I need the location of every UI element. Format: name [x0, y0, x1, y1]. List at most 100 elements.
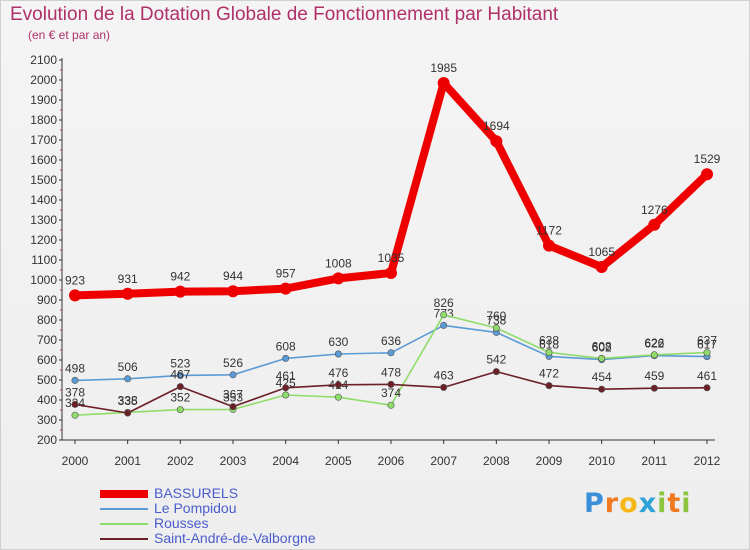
proxiti-logo: Proxiti	[584, 488, 692, 519]
logo-letter: t	[667, 488, 682, 519]
data-point	[282, 391, 290, 399]
legend-label: BASSURELS	[154, 485, 239, 501]
data-point	[440, 383, 448, 391]
data-point	[598, 354, 606, 362]
data-point	[703, 384, 711, 392]
x-tick-label: 2000	[62, 454, 89, 468]
data-label: 506	[118, 360, 138, 374]
data-point	[334, 381, 342, 389]
chart-subtitle: (en € et par an)	[28, 28, 111, 42]
x-tick-label: 2002	[167, 454, 194, 468]
data-label: 944	[223, 269, 243, 283]
data-label: 738	[486, 313, 506, 327]
data-point	[71, 376, 79, 384]
data-point	[332, 272, 345, 285]
data-point	[385, 267, 397, 279]
y-tick-label: 1300	[30, 213, 57, 227]
data-point	[71, 411, 79, 419]
data-point	[282, 384, 290, 392]
logo-letter: P	[584, 488, 605, 519]
x-tick-label: 2010	[588, 454, 615, 468]
logo-letter: r	[604, 488, 620, 519]
data-point	[334, 350, 342, 358]
data-label: 618	[539, 337, 559, 351]
data-label: 608	[276, 339, 296, 353]
data-label: 523	[170, 356, 190, 370]
data-label: 923	[65, 273, 85, 287]
data-label: 367	[223, 388, 243, 402]
data-label: 338	[118, 393, 138, 407]
data-label: 1985	[430, 61, 457, 75]
data-label: 931	[118, 272, 138, 286]
data-point	[387, 380, 395, 388]
x-tick-label: 2006	[378, 454, 405, 468]
data-label: 478	[381, 365, 401, 379]
data-point	[279, 282, 292, 295]
data-label: 1065	[588, 245, 615, 259]
y-tick-label: 700	[37, 333, 57, 347]
data-point	[334, 393, 342, 401]
data-label: 461	[276, 369, 296, 383]
data-point	[650, 384, 658, 392]
data-label: 636	[381, 334, 401, 348]
data-point	[440, 311, 448, 319]
y-tick-label: 1100	[31, 253, 57, 267]
y-tick-label: 2000	[30, 73, 57, 87]
legend-swatch	[100, 508, 148, 510]
data-label: 957	[276, 267, 296, 281]
data-point	[176, 406, 184, 414]
data-label: 425	[276, 376, 296, 390]
data-point	[282, 354, 290, 362]
logo-letter: i	[681, 488, 692, 519]
y-tick-label: 2100	[30, 53, 57, 67]
data-label: 622	[644, 337, 664, 351]
data-label: 602	[592, 341, 612, 355]
y-tick-label: 1400	[30, 193, 57, 207]
logo-letter: x	[638, 488, 658, 519]
data-label: 1529	[694, 152, 721, 166]
data-point	[490, 135, 503, 148]
data-label: 608	[592, 339, 612, 353]
data-label: 476	[328, 366, 348, 380]
data-label: 638	[539, 333, 559, 347]
data-label: 1694	[483, 119, 510, 133]
data-label: 542	[486, 353, 506, 367]
data-point	[121, 287, 134, 300]
data-point	[440, 321, 448, 329]
data-label: 942	[170, 270, 190, 284]
data-label: 454	[592, 370, 612, 384]
data-label: 374	[381, 386, 401, 400]
logo-letter: i	[657, 488, 668, 519]
data-point	[437, 77, 450, 89]
data-point	[229, 371, 237, 379]
data-label: 630	[328, 335, 348, 349]
data-label: 352	[170, 391, 190, 405]
data-label: 498	[65, 361, 85, 375]
x-tick-label: 2005	[325, 454, 352, 468]
data-label: 826	[434, 296, 454, 310]
y-tick-label: 400	[37, 393, 57, 407]
x-tick-label: 2007	[430, 454, 457, 468]
data-label: 1276	[641, 203, 668, 217]
data-point	[492, 324, 500, 332]
data-label: 760	[486, 309, 506, 323]
y-tick-label: 200	[37, 433, 57, 447]
data-point	[124, 409, 132, 417]
y-tick-label: 1000	[30, 273, 57, 287]
y-tick-label: 600	[37, 353, 57, 367]
y-tick-label: 1800	[30, 113, 57, 127]
data-point	[598, 385, 606, 393]
data-point	[595, 261, 608, 273]
x-tick-label: 2009	[536, 454, 563, 468]
x-tick-label: 2012	[694, 454, 721, 468]
legend-swatch	[100, 538, 148, 540]
y-tick-label: 1700	[30, 133, 57, 147]
chart-title: Evolution de la Dotation Globale de Fonc…	[10, 4, 559, 25]
data-point	[71, 400, 79, 408]
logo-letter: o	[619, 488, 639, 519]
legend-swatch	[100, 490, 148, 498]
legend-label: Le Pompidou	[154, 500, 237, 516]
data-point	[69, 289, 81, 302]
data-label: 526	[223, 356, 243, 370]
x-tick-label: 2003	[220, 454, 247, 468]
